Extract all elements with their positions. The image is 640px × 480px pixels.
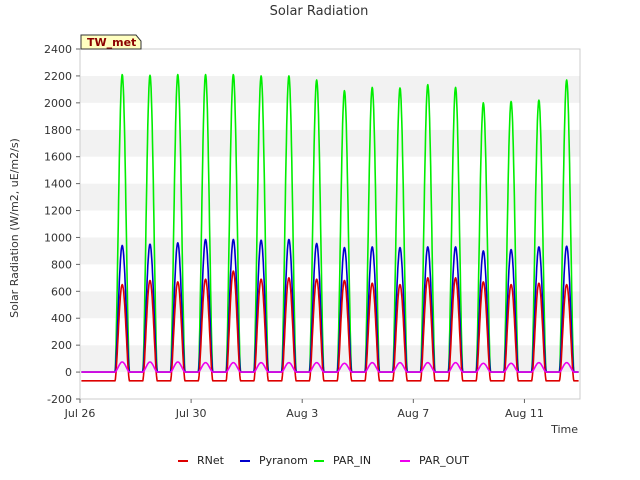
x-tick-label: Aug 7 [397, 407, 429, 420]
x-tick-label: Aug 11 [505, 407, 544, 420]
grid-band [80, 183, 580, 211]
site-tag-box [80, 34, 142, 50]
y-axis-title: Solar Radiation (W/m2, uE/m2/s) [8, 138, 21, 318]
y-tick-label: 600 [51, 285, 72, 298]
y-axis: -200 0 200 400 600 800 1000 1200 1400 1600 1800 200… [44, 43, 80, 406]
grid-bands [80, 49, 580, 399]
y-tick-label: 200 [51, 339, 72, 352]
series-line-par-in [81, 73, 579, 373]
grid-band [80, 345, 580, 373]
y-tick-label: 1200 [44, 205, 72, 218]
legend-label: Pyranom [259, 454, 308, 467]
grid-band [80, 372, 580, 399]
series-line-par-out [81, 361, 579, 373]
x-axis: Jul 26 Jul 30 Aug 3 Aug 7 Aug 11 [64, 399, 544, 420]
y-tick-label: -200 [47, 393, 72, 406]
grid-band [80, 102, 580, 130]
y-tick-label: 400 [51, 312, 72, 325]
grid-band [80, 49, 580, 76]
chart-title: Solar Radiation [270, 4, 369, 19]
y-tick-label: 1600 [44, 151, 72, 164]
y-tick-label: 2200 [44, 70, 72, 83]
site-tag: TW_met [80, 34, 142, 50]
y-tick-label: 0 [65, 366, 72, 379]
y-tick-label: 1000 [44, 231, 72, 244]
grid-band [80, 75, 580, 103]
grid-band [80, 156, 580, 184]
legend-label: PAR_OUT [419, 454, 469, 467]
y-tick-label: 2000 [44, 97, 72, 110]
series-line-rnet [81, 270, 579, 382]
grid-band [80, 210, 580, 238]
x-tick-label: Jul 26 [64, 407, 96, 420]
x-tick-label: Aug 3 [286, 407, 318, 420]
y-tick-label: 2400 [44, 43, 72, 56]
legend-label: RNet [197, 454, 225, 467]
y-tick-label: 1400 [44, 178, 72, 191]
plot-area [79, 48, 581, 400]
y-tick-label: 1800 [44, 124, 72, 137]
grid-band [80, 129, 580, 157]
grid-band [80, 237, 580, 265]
x-axis-title: Time [550, 423, 578, 436]
series-layer [81, 73, 579, 382]
x-tick-label: Jul 30 [175, 407, 207, 420]
y-tick-label: 800 [51, 258, 72, 271]
legend: RNet Pyranom PAR_IN PAR_OUT [178, 454, 469, 467]
grid-band [80, 318, 580, 346]
grid-band [80, 291, 580, 319]
site-tag-label: TW_met [87, 36, 136, 49]
grid-band [80, 264, 580, 292]
legend-label: PAR_IN [333, 454, 371, 467]
